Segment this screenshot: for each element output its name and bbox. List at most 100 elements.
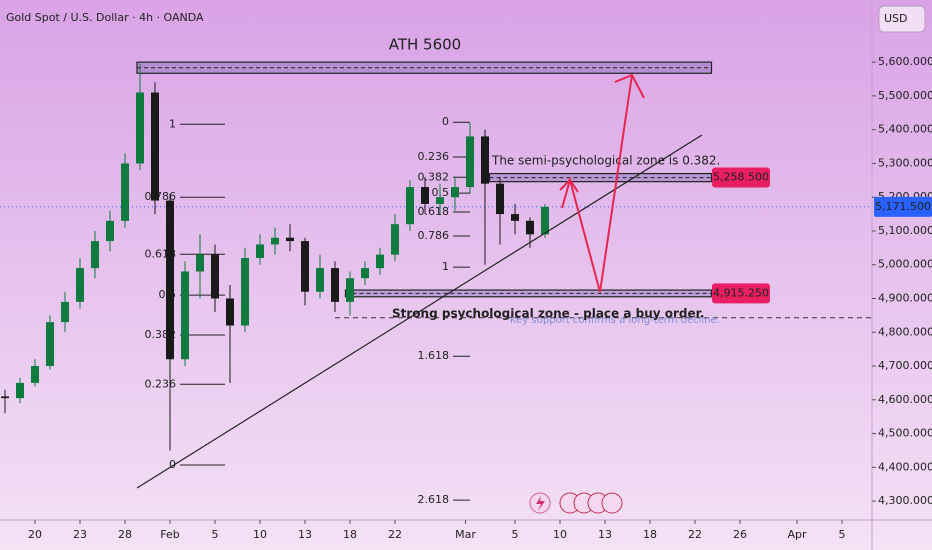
fib-label: 0.382 [418, 170, 450, 183]
fib-label: 0 [169, 458, 176, 471]
strong-annotation: Strong psychological zone - place a buy … [392, 307, 704, 321]
candle-body [285, 237, 294, 242]
candle-body [180, 271, 189, 360]
semi-annotation: The semi-psychological zone is 0.382. [491, 154, 720, 168]
fib-label: 1.618 [418, 349, 450, 362]
candle-body [195, 254, 204, 272]
y-tick-label: 4,900.000 [878, 291, 932, 304]
candle-body [450, 187, 459, 198]
price-tag [712, 283, 770, 304]
x-tick-label: 10 [553, 528, 567, 541]
plot: 5,600.0005,500.0005,400.0005,300.0005,20… [0, 55, 932, 541]
arrow-head [559, 178, 579, 193]
y-tick-label: 4,700.000 [878, 359, 932, 372]
x-tick-label: 23 [73, 528, 87, 541]
x-tick-label: Apr [787, 528, 807, 541]
event-icon [536, 496, 545, 511]
candle-body [420, 187, 429, 204]
y-tick-label: 5,600.000 [878, 55, 932, 68]
y-tick-label: 4,800.000 [878, 325, 932, 338]
candle-body [375, 254, 384, 269]
candle-body [510, 214, 519, 221]
y-tick-label: 5,400.000 [878, 123, 932, 136]
x-tick-label: 22 [388, 528, 402, 541]
chart-title: Gold Spot / U.S. Dollar · 4h · OANDA [6, 11, 204, 24]
x-tick-label: 22 [688, 528, 702, 541]
y-tick-label: 5,100.000 [878, 224, 932, 237]
fib-label: 0.786 [418, 229, 450, 242]
candle-body [255, 244, 264, 258]
x-tick-label: 28 [118, 528, 132, 541]
candle-body [345, 278, 354, 302]
fib-label: 0.236 [145, 377, 177, 390]
ath-annotation: ATH 5600 [389, 36, 461, 54]
candle-body [525, 220, 534, 235]
fib-label: 1 [442, 260, 449, 273]
x-tick-label: 5 [511, 528, 518, 541]
projection-path [561, 74, 633, 293]
y-tick-label: 5,300.000 [878, 156, 932, 169]
x-tick-label: 13 [298, 528, 312, 541]
y-tick-label: 5,000.000 [878, 258, 932, 271]
candle-body [120, 163, 129, 221]
candle-body [390, 224, 399, 255]
candle-body [330, 268, 339, 302]
candle-body [360, 268, 369, 279]
y-tick-label: 4,600.000 [878, 393, 932, 406]
candle-body [315, 268, 324, 292]
candle-body [60, 301, 69, 323]
candle-body [480, 136, 489, 184]
candle-body [270, 237, 279, 245]
currency-label[interactable]: USD [884, 12, 908, 25]
last-price-tag [874, 196, 932, 217]
flag-icons[interactable] [559, 492, 623, 514]
candle-body [540, 206, 549, 235]
candle-body [75, 268, 84, 302]
zone [488, 172, 713, 183]
flag-icon[interactable] [601, 492, 623, 514]
candle-body [210, 254, 219, 299]
candle-body [465, 136, 474, 188]
candle-body [240, 257, 249, 326]
x-tick-label: 5 [838, 528, 845, 541]
fib-label: 0 [442, 115, 449, 128]
candle-body [225, 298, 234, 326]
candle-body [405, 187, 414, 225]
fib-label: 2.618 [418, 493, 450, 506]
candle-body [165, 200, 174, 360]
price-tag-label: 4,915.250 [713, 286, 769, 299]
candle-body [495, 183, 504, 215]
arrow-head [614, 73, 645, 99]
y-tick-label: 4,400.000 [878, 460, 932, 473]
fib-label: 1 [169, 117, 176, 130]
key-annotation: Key support confirms a long-term decline… [510, 315, 720, 326]
candle-body [105, 220, 114, 242]
candle-body [0, 396, 9, 399]
candle-body [90, 241, 99, 269]
currency-button[interactable] [878, 5, 926, 33]
x-tick-label: Mar [455, 528, 476, 541]
x-tick-label: 5 [211, 528, 218, 541]
x-tick-label: 18 [343, 528, 357, 541]
x-tick-label: 10 [253, 528, 267, 541]
fib-label: 0.618 [418, 205, 450, 218]
y-tick-label: 5,500.000 [878, 89, 932, 102]
fib-label: 0.236 [418, 150, 450, 163]
x-tick-label: 26 [733, 528, 747, 541]
x-tick-label: 13 [598, 528, 612, 541]
x-tick-label: Feb [160, 528, 179, 541]
x-tick-label: 20 [28, 528, 42, 541]
candle-body [300, 241, 309, 292]
price-tag [712, 167, 770, 188]
candle-body [15, 382, 24, 399]
price-tag-label: 5,258.500 [713, 170, 769, 183]
last-price-label: 5,171.500 [875, 200, 931, 213]
candle-body [135, 92, 144, 164]
y-tick-label: 4,300.000 [878, 494, 932, 507]
candle-body [30, 366, 39, 383]
candle-body [435, 197, 444, 204]
trend-line [136, 134, 703, 489]
x-tick-label: 18 [643, 528, 657, 541]
